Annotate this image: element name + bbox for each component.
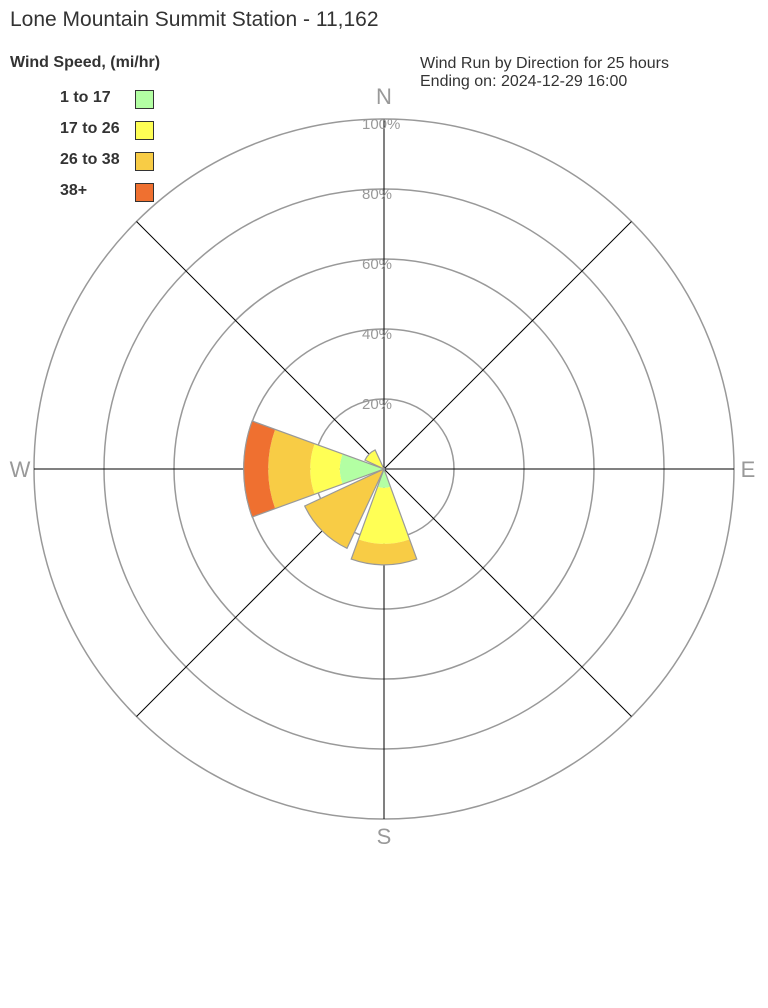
legend-label: 1 to 17 xyxy=(60,89,111,106)
ring-label: 80% xyxy=(362,186,392,203)
wedge-W-bin3 xyxy=(243,420,276,518)
ring-label: 40% xyxy=(362,326,392,343)
wedge-SW-bin2 xyxy=(304,469,384,549)
ring-label: 100% xyxy=(362,116,400,133)
wedge-outline-W xyxy=(243,420,386,518)
wedge-W-bin0 xyxy=(339,453,384,485)
legend-item: 1 to 17 xyxy=(60,89,154,120)
wedge-W-bin2 xyxy=(268,429,315,509)
ring-label: 60% xyxy=(362,256,392,273)
legend-swatch xyxy=(135,90,154,109)
legend-swatch xyxy=(135,121,154,140)
ring-label: 20% xyxy=(362,396,392,413)
chart-subtitle: Wind Run by Direction for 25 hours Endin… xyxy=(420,55,669,91)
legend-label: 38+ xyxy=(60,182,88,199)
legend-title: Wind Speed, (mi/hr) xyxy=(10,54,161,71)
legend-label: 26 to 38 xyxy=(60,151,120,168)
legend-label: 17 to 26 xyxy=(60,120,120,137)
legend-item: 38+ xyxy=(60,182,154,213)
subtitle-line: Wind Run by Direction for 25 hours xyxy=(420,55,669,72)
compass-label-S: S xyxy=(377,824,392,849)
wedge-outline-SW xyxy=(303,467,386,550)
legend-item: 26 to 38 xyxy=(60,151,154,182)
legend: 1 to 17 17 to 26 26 to 38 38+ xyxy=(60,89,154,213)
wedge-S-bin2 xyxy=(351,539,417,565)
legend-swatch xyxy=(135,152,154,171)
wedge-NW-bin1 xyxy=(364,449,384,469)
compass-label-W: W xyxy=(10,457,31,482)
wedge-S-bin0 xyxy=(377,469,391,488)
legend-item: 17 to 26 xyxy=(60,120,154,151)
compass-label-N: N xyxy=(376,84,392,109)
subtitle-line: Ending on: 2024-12-29 16:00 xyxy=(420,73,628,90)
compass-label-E: E xyxy=(741,457,756,482)
wedge-W-bin1 xyxy=(310,443,343,495)
wedge-outline-S xyxy=(350,467,418,566)
wedge-outline-NW xyxy=(364,449,386,471)
chart-title: Lone Mountain Summit Station - 11,162 xyxy=(10,8,379,31)
wedge-S-bin1 xyxy=(358,486,410,544)
legend-swatch xyxy=(135,183,154,202)
